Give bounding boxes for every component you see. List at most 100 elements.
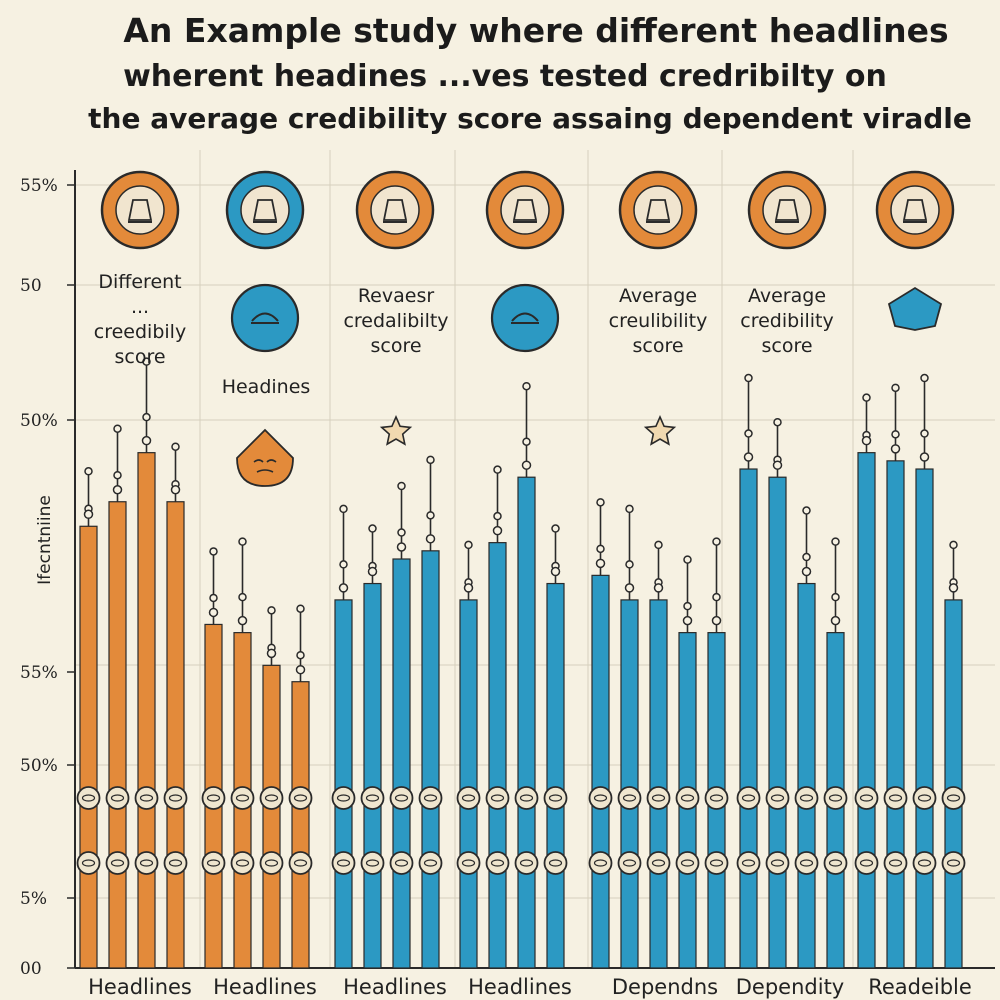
bar-marker-eye [680,859,695,867]
bar [230,537,255,969]
bar-marker [259,786,284,810]
bar-marker-eye [394,859,409,867]
error-bar-cap [397,481,406,491]
bar-marker [230,786,255,810]
bar-marker-eye [888,794,903,802]
bar-marker-eye [622,794,637,802]
bar-marker [418,851,443,875]
y-tick-label: 55% [20,663,58,683]
annotation-line: Different [98,271,181,293]
bar-rect [392,558,411,969]
x-tick-label: Headlines [88,975,192,999]
error-bar-knot [493,511,502,521]
x-axis-categories: Headlines Headlines Headlines Headlines Depe… [88,975,972,999]
sad-face-icon [236,428,294,487]
bar-marker [675,851,700,875]
bar-marker-eye [461,859,476,867]
bar-marker-eye [593,859,608,867]
bar-marker-eye [741,859,756,867]
star-icon [643,415,677,446]
bar-marker [794,851,819,875]
bar-marker-eye [81,794,96,802]
bar-marker [288,851,313,875]
bar-marker [163,786,188,810]
bar-marker [588,851,613,875]
bar-marker [134,786,159,810]
x-tick-label: Dependns [612,975,718,999]
bar-marker [543,786,568,810]
bar [704,537,729,969]
bar-marker-eye [423,859,438,867]
bar-rect [166,501,185,969]
bar-marker [105,851,130,875]
error-bar-cap [712,537,721,546]
bar-marker-eye [917,859,932,867]
error-bar-knot [550,566,561,577]
error-bar-knot [595,558,606,569]
annotation-line: Average [619,285,697,307]
x-tick-label: Headlines [343,975,447,999]
annotation-line: ... [131,296,149,318]
shield-icon [887,286,943,331]
bar-marker [485,786,510,810]
bar-marker [883,786,908,810]
bar [163,442,188,969]
bar-marker-eye [828,794,843,802]
bar-marker [201,851,226,875]
bar-marker [588,786,613,810]
bar-marker [485,851,510,875]
error-bar-cap [267,606,276,615]
error-bar-cap [654,540,663,550]
x-tick-label: Headlines [468,975,572,999]
annotation-line: Average [748,285,826,307]
error-bar-cap [296,604,305,613]
error-bar-cap [426,455,435,465]
y-tick-label: 50% [20,411,58,431]
bar [201,547,226,969]
bar-rect [857,452,876,969]
bottles-icon [747,170,827,250]
annotations: Different... creedibily score Headines Revae… [94,271,834,398]
bar-marker-eye [519,859,534,867]
y-tick-label: 5% [20,889,47,909]
annotation-line: credibility [740,310,833,332]
error-bar-knot [625,560,634,569]
error-bar-knot [170,484,181,495]
bar-marker-eye [490,859,505,867]
bar [456,540,481,969]
bar-marker [163,851,188,875]
error-bar-knot [463,583,474,593]
star-icon [379,415,413,446]
bar-marker-eye [548,859,563,867]
error-bar-knot [948,583,959,593]
bar-marker [912,786,937,810]
bar-marker [456,851,481,875]
bar-marker-eye [81,859,96,867]
bar-marker [675,786,700,810]
bar-marker [765,851,790,875]
error-bar-cap [949,540,958,550]
bar-marker-eye [461,794,476,802]
bar [588,498,613,969]
medal-icon [485,170,565,250]
x-tick-label: Headlines [213,975,317,999]
bar-marker [736,786,761,810]
bar [646,540,671,969]
bar [360,524,385,969]
bar-marker-eye [946,859,961,867]
bar-marker [76,851,101,875]
bar-marker [230,851,255,875]
bar-marker [704,851,729,875]
bar-marker-eye [770,859,785,867]
bar-marker [76,786,101,810]
bar-marker-eye [365,859,380,867]
error-bar-cap [493,465,502,474]
title-line-1: An Example study where different headlin… [123,11,948,50]
bar-rect [459,599,478,969]
bar-marker [912,851,937,875]
bar [675,555,700,969]
annotation-line: creulibility [609,310,708,332]
bar [389,481,414,969]
bar-rect [137,452,156,969]
